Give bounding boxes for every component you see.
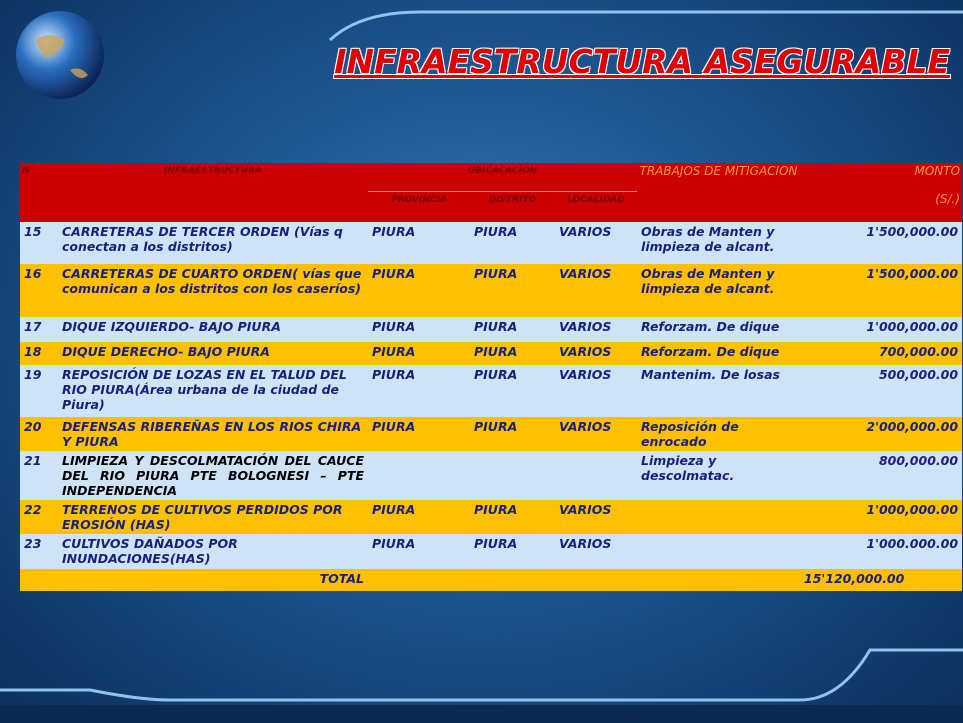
header-row: PROVINCIA DISTRITO LOCALIDAD (S/.) (20, 190, 963, 222)
table-cell: Obras de Manten y limpieza de alcant. (637, 222, 801, 264)
header-cell: (S/.) (800, 191, 963, 222)
header-cell: MONTO (800, 163, 963, 191)
table-cell: PIURA (470, 264, 555, 317)
table-cell: PIURA (368, 500, 470, 534)
table-row: 18 DIQUE DERECHO- BAJO PIURA PIURA PIURA VAR… (20, 342, 963, 365)
header-cell: UBICACACÍON (368, 163, 638, 191)
table-cell (555, 451, 638, 500)
table-cell: Obras de Manten y limpieza de alcant. (637, 264, 801, 317)
slide-title: INFRAESTRUCTURA ASEGURABLE (334, 42, 950, 81)
table-cell: VARIOS (555, 264, 638, 317)
table-cell: PIURA (368, 534, 470, 569)
table-cell: 16 (20, 264, 58, 317)
total-row: TOTAL 15'120,000.00 (20, 569, 963, 591)
table-cell: VARIOS (555, 500, 638, 534)
table-cell: 700,000.00 (800, 342, 963, 365)
table-row: 15 CARRETERAS DE TERCER ORDEN (Vías q con… (20, 222, 963, 264)
table-cell: VARIOS (555, 534, 638, 569)
table-cell: CARRETERAS DE TERCER ORDEN (Vías q conec… (58, 222, 368, 264)
table-cell: Reforzam. De dique (637, 342, 801, 365)
table-cell: TOTAL (20, 569, 368, 591)
table-cell: 21 (20, 451, 58, 500)
table-cell: REPOSICIÓN DE LOZAS EN EL TALUD DEL RIO … (58, 365, 368, 417)
header-cell: INFRAESTRUCTURA (58, 163, 368, 222)
table-cell (368, 569, 801, 591)
table-row: 22 TERRENOS DE CULTIVOS PERDIDOS POR EROS… (20, 500, 963, 534)
table-cell: CULTIVOS DAÑADOS POR INUNDACIONES(HAS) (58, 534, 368, 569)
table-row: 19 REPOSICIÓN DE LOZAS EN EL TALUD DEL RI… (20, 365, 963, 417)
table-cell: TERRENOS DE CULTIVOS PERDIDOS POR EROSIÓ… (58, 500, 368, 534)
table-cell: VARIOS (555, 317, 638, 342)
table-cell: 1'500,000.00 (800, 264, 963, 317)
globe (16, 11, 104, 99)
data-table: N° INFRAESTRUCTURA UBICACACÍON TRABAJOS … (20, 163, 963, 591)
table-cell: 22 (20, 500, 58, 534)
table-cell: DIQUE IZQUIERDO- BAJO PIURA (58, 317, 368, 342)
table-cell: 800,000.00 (800, 451, 963, 500)
table-cell: VARIOS (555, 365, 638, 417)
table-row: 21 LIMPIEZA Y DESCOLMATACIÓN DEL CAUCE DE… (20, 451, 963, 500)
header-cell: DISTRITO (470, 190, 555, 222)
header-cell: LOCALIDAD (555, 190, 638, 222)
table-cell: 1'000.000.00 (800, 534, 963, 569)
table-cell: Limpieza y descolmatac. (637, 451, 801, 500)
table-cell (637, 534, 801, 569)
table-cell: 1'000,000.00 (800, 317, 963, 342)
table-cell: Reforzam. De dique (637, 317, 801, 342)
table-cell: DIQUE DERECHO- BAJO PIURA (58, 342, 368, 365)
table-cell: LIMPIEZA Y DESCOLMATACIÓN DEL CAUCE DEL … (58, 451, 368, 500)
table-cell: 1'000,000.00 (800, 500, 963, 534)
table-cell: VARIOS (555, 417, 638, 451)
table-cell: PIURA (470, 222, 555, 264)
header-cell: PROVINCIA (368, 190, 470, 222)
table-cell: 15 (20, 222, 58, 264)
table-cell: 1'500,000.00 (800, 222, 963, 264)
table-cell: 500,000.00 (800, 365, 963, 417)
table-cell (470, 451, 555, 500)
header-row: N° INFRAESTRUCTURA UBICACACÍON TRABAJOS … (20, 163, 963, 222)
header-cell: N° (20, 163, 58, 222)
table-body: N° INFRAESTRUCTURA UBICACACÍON TRABAJOS … (20, 163, 963, 591)
table-cell: PIURA (470, 500, 555, 534)
table-cell: 23 (20, 534, 58, 569)
table-cell: VARIOS (555, 222, 638, 264)
table-cell: PIURA (470, 342, 555, 365)
table-cell: CARRETERAS DE CUARTO ORDEN( vías que com… (58, 264, 368, 317)
table-cell: 17 (20, 317, 58, 342)
table-cell: PIURA (368, 264, 470, 317)
table-cell: PIURA (470, 317, 555, 342)
table-row: 23 CULTIVOS DAÑADOS POR INUNDACIONES(HAS)… (20, 534, 963, 569)
table-row: 17 DIQUE IZQUIERDO- BAJO PIURA PIURA PIURA V… (20, 317, 963, 342)
table-cell: 15'120,000.00 (800, 569, 963, 591)
table-cell: Reposición de enrocado (637, 417, 801, 451)
table-cell: VARIOS (555, 342, 638, 365)
table-row: 16 CARRETERAS DE CUARTO ORDEN( vías que c… (20, 264, 963, 317)
table-cell: PIURA (368, 222, 470, 264)
table-cell: PIURA (368, 365, 470, 417)
table-cell: 20 (20, 417, 58, 451)
table-cell: DEFENSAS RIBEREÑAS EN LOS RIOS CHIRA Y P… (58, 417, 368, 451)
table-cell (637, 500, 801, 534)
table-cell: 2'000,000.00 (800, 417, 963, 451)
table-cell: PIURA (470, 365, 555, 417)
table-cell: PIURA (368, 417, 470, 451)
table-cell: PIURA (368, 342, 470, 365)
table-cell: PIURA (368, 317, 470, 342)
table-cell: Mantenim. De losas (637, 365, 801, 417)
table-cell: PIURA (470, 417, 555, 451)
table-row: 20 DEFENSAS RIBEREÑAS EN LOS RIOS CHIRA Y… (20, 417, 963, 451)
table-cell: 18 (20, 342, 58, 365)
header-cell: TRABAJOS DE MITIGACION (637, 163, 801, 222)
table-cell: 19 (20, 365, 58, 417)
table-cell: PIURA (470, 534, 555, 569)
table-cell (368, 451, 470, 500)
